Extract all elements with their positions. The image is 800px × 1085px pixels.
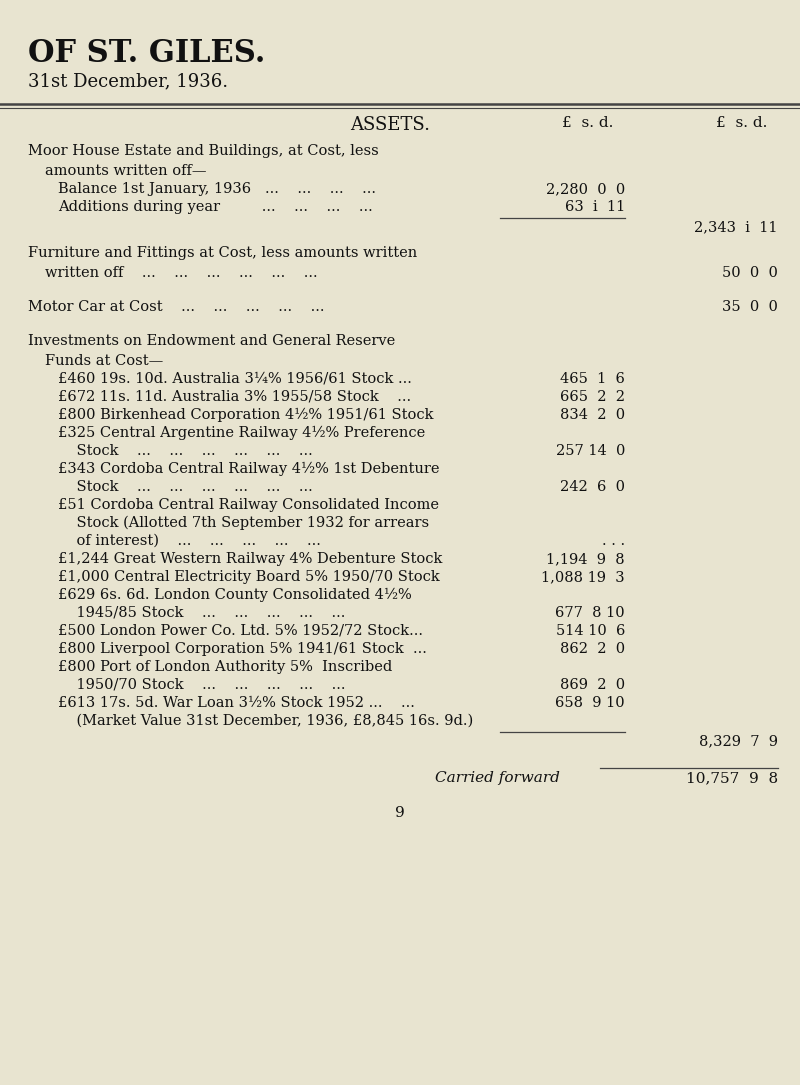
Text: £629 6s. 6d. London County Consolidated 4½%: £629 6s. 6d. London County Consolidated … (58, 588, 412, 602)
Text: £1,244 Great Western Railway 4% Debenture Stock: £1,244 Great Western Railway 4% Debentur… (58, 552, 442, 566)
Text: 869  2  0: 869 2 0 (560, 678, 625, 692)
Text: £  s. d.: £ s. d. (562, 116, 614, 130)
Text: of interest)    ...    ...    ...    ...    ...: of interest) ... ... ... ... ... (58, 534, 321, 548)
Text: 2,343  i  11: 2,343 i 11 (694, 220, 778, 234)
Text: 35  0  0: 35 0 0 (722, 299, 778, 314)
Text: 63  i  11: 63 i 11 (565, 200, 625, 214)
Text: £343 Cordoba Central Railway 4½% 1st Debenture: £343 Cordoba Central Railway 4½% 1st Deb… (58, 462, 439, 476)
Text: . . .: . . . (602, 534, 625, 548)
Text: £500 London Power Co. Ltd. 5% 1952/72 Stock...: £500 London Power Co. Ltd. 5% 1952/72 St… (58, 624, 423, 638)
Text: £51 Cordoba Central Railway Consolidated Income: £51 Cordoba Central Railway Consolidated… (58, 498, 439, 512)
Text: Carried forward: Carried forward (435, 771, 560, 786)
Text: Stock    ...    ...    ...    ...    ...    ...: Stock ... ... ... ... ... ... (58, 480, 313, 494)
Text: Stock    ...    ...    ...    ...    ...    ...: Stock ... ... ... ... ... ... (58, 444, 313, 458)
Text: Additions during year         ...    ...    ...    ...: Additions during year ... ... ... ... (58, 200, 373, 214)
Text: 9: 9 (395, 806, 405, 820)
Text: £1,000 Central Electricity Board 5% 1950/70 Stock: £1,000 Central Electricity Board 5% 1950… (58, 570, 440, 584)
Text: ASSETS.: ASSETS. (350, 116, 430, 135)
Text: Motor Car at Cost    ...    ...    ...    ...    ...: Motor Car at Cost ... ... ... ... ... (28, 299, 325, 314)
Text: 834  2  0: 834 2 0 (560, 408, 625, 422)
Text: 1,088 19  3: 1,088 19 3 (542, 570, 625, 584)
Text: written off    ...    ...    ...    ...    ...    ...: written off ... ... ... ... ... ... (45, 266, 318, 280)
Text: 677  8 10: 677 8 10 (555, 607, 625, 620)
Text: Investments on Endowment and General Reserve: Investments on Endowment and General Res… (28, 334, 395, 348)
Text: £672 11s. 11d. Australia 3% 1955/58 Stock    ...: £672 11s. 11d. Australia 3% 1955/58 Stoc… (58, 390, 411, 404)
Text: 31st December, 1936.: 31st December, 1936. (28, 72, 228, 90)
Text: £800 Birkenhead Corporation 4½% 1951/61 Stock: £800 Birkenhead Corporation 4½% 1951/61 … (58, 408, 434, 422)
Text: 8,329  7  9: 8,329 7 9 (699, 733, 778, 748)
Text: 862  2  0: 862 2 0 (560, 642, 625, 656)
Text: £325 Central Argentine Railway 4½% Preference: £325 Central Argentine Railway 4½% Prefe… (58, 426, 426, 441)
Text: Furniture and Fittings at Cost, less amounts written: Furniture and Fittings at Cost, less amo… (28, 246, 418, 260)
Text: 242  6  0: 242 6 0 (560, 480, 625, 494)
Text: 2,280  0  0: 2,280 0 0 (546, 182, 625, 196)
Text: (Market Value 31st December, 1936, £8,845 16s. 9d.): (Market Value 31st December, 1936, £8,84… (58, 714, 474, 728)
Text: OF ST. GILES.: OF ST. GILES. (28, 38, 266, 69)
Text: £613 17s. 5d. War Loan 3½% Stock 1952 ...    ...: £613 17s. 5d. War Loan 3½% Stock 1952 ..… (58, 695, 415, 710)
Text: 665  2  2: 665 2 2 (560, 390, 625, 404)
Text: £800 Liverpool Corporation 5% 1941/61 Stock  ...: £800 Liverpool Corporation 5% 1941/61 St… (58, 642, 427, 656)
Text: £460 19s. 10d. Australia 3¼% 1956/61 Stock ...: £460 19s. 10d. Australia 3¼% 1956/61 Sto… (58, 372, 412, 386)
Text: 257 14  0: 257 14 0 (556, 444, 625, 458)
Text: Balance 1st January, 1936   ...    ...    ...    ...: Balance 1st January, 1936 ... ... ... ..… (58, 182, 376, 196)
Text: 465  1  6: 465 1 6 (560, 372, 625, 386)
Text: 514 10  6: 514 10 6 (556, 624, 625, 638)
Text: £  s. d.: £ s. d. (716, 116, 768, 130)
Text: 10,757  9  8: 10,757 9 8 (686, 771, 778, 786)
Text: Stock (Allotted 7th September 1932 for arrears: Stock (Allotted 7th September 1932 for a… (58, 516, 429, 531)
Text: 1950/70 Stock    ...    ...    ...    ...    ...: 1950/70 Stock ... ... ... ... ... (58, 678, 346, 692)
Text: Moor House Estate and Buildings, at Cost, less: Moor House Estate and Buildings, at Cost… (28, 144, 378, 158)
Text: 658  9 10: 658 9 10 (555, 695, 625, 710)
Text: 1,194  9  8: 1,194 9 8 (546, 552, 625, 566)
Text: £800 Port of London Authority 5%  Inscribed: £800 Port of London Authority 5% Inscrib… (58, 660, 392, 674)
Text: 1945/85 Stock    ...    ...    ...    ...    ...: 1945/85 Stock ... ... ... ... ... (58, 607, 346, 620)
Text: Funds at Cost—: Funds at Cost— (45, 354, 163, 368)
Text: amounts written off—: amounts written off— (45, 164, 206, 178)
Text: 50  0  0: 50 0 0 (722, 266, 778, 280)
